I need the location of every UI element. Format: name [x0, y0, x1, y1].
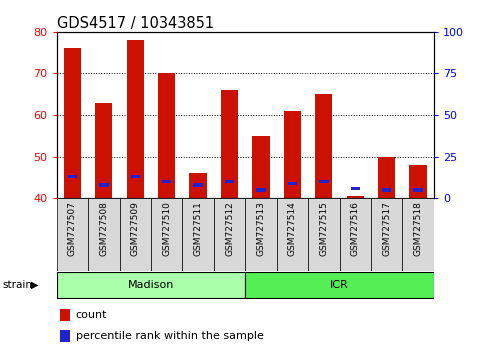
Bar [308, 198, 340, 271]
Bar [225, 180, 234, 183]
Text: Madison: Madison [128, 280, 174, 290]
Bar [193, 183, 203, 187]
Bar [351, 187, 360, 190]
Bar [119, 198, 151, 271]
Bar [189, 173, 207, 198]
Text: GSM727513: GSM727513 [256, 201, 266, 256]
Bar [64, 48, 81, 198]
Text: count: count [75, 310, 107, 320]
Text: GSM727510: GSM727510 [162, 201, 171, 256]
Bar [214, 198, 246, 271]
Bar [221, 90, 238, 198]
Bar [284, 111, 301, 198]
Text: strain: strain [2, 280, 33, 290]
Text: GSM727512: GSM727512 [225, 201, 234, 256]
Bar [99, 183, 108, 187]
Text: GSM727518: GSM727518 [414, 201, 423, 256]
Text: ICR: ICR [330, 280, 349, 290]
Text: ▶: ▶ [31, 280, 38, 290]
Bar [245, 198, 277, 271]
Bar [61, 309, 70, 321]
Bar [245, 272, 434, 298]
Bar [57, 198, 88, 271]
Bar [127, 40, 144, 198]
Text: GSM727509: GSM727509 [131, 201, 140, 256]
Bar [162, 180, 172, 183]
Bar [410, 165, 427, 198]
Bar [131, 175, 140, 178]
Text: percentile rank within the sample: percentile rank within the sample [75, 331, 263, 341]
Bar [378, 156, 395, 198]
Bar [158, 73, 176, 198]
Text: GSM727516: GSM727516 [351, 201, 360, 256]
Text: GSM727507: GSM727507 [68, 201, 77, 256]
Bar [347, 196, 364, 198]
Text: GSM727511: GSM727511 [194, 201, 203, 256]
Bar [68, 175, 77, 178]
Bar [252, 136, 270, 198]
Bar [57, 272, 245, 298]
Text: GSM727514: GSM727514 [288, 201, 297, 256]
Bar [402, 198, 434, 271]
Bar [371, 198, 402, 271]
Bar [340, 198, 371, 271]
Bar [277, 198, 308, 271]
Text: GSM727508: GSM727508 [99, 201, 108, 256]
Bar [95, 103, 112, 198]
Bar [319, 180, 328, 183]
Bar [182, 198, 214, 271]
Text: GDS4517 / 10343851: GDS4517 / 10343851 [57, 16, 214, 31]
Text: GSM727515: GSM727515 [319, 201, 328, 256]
Bar [61, 330, 70, 342]
Text: GSM727517: GSM727517 [382, 201, 391, 256]
Bar [151, 198, 182, 271]
Bar [414, 188, 423, 192]
Bar [288, 182, 297, 185]
Bar [256, 188, 266, 192]
Bar [315, 94, 332, 198]
Bar [88, 198, 119, 271]
Bar [382, 188, 391, 192]
